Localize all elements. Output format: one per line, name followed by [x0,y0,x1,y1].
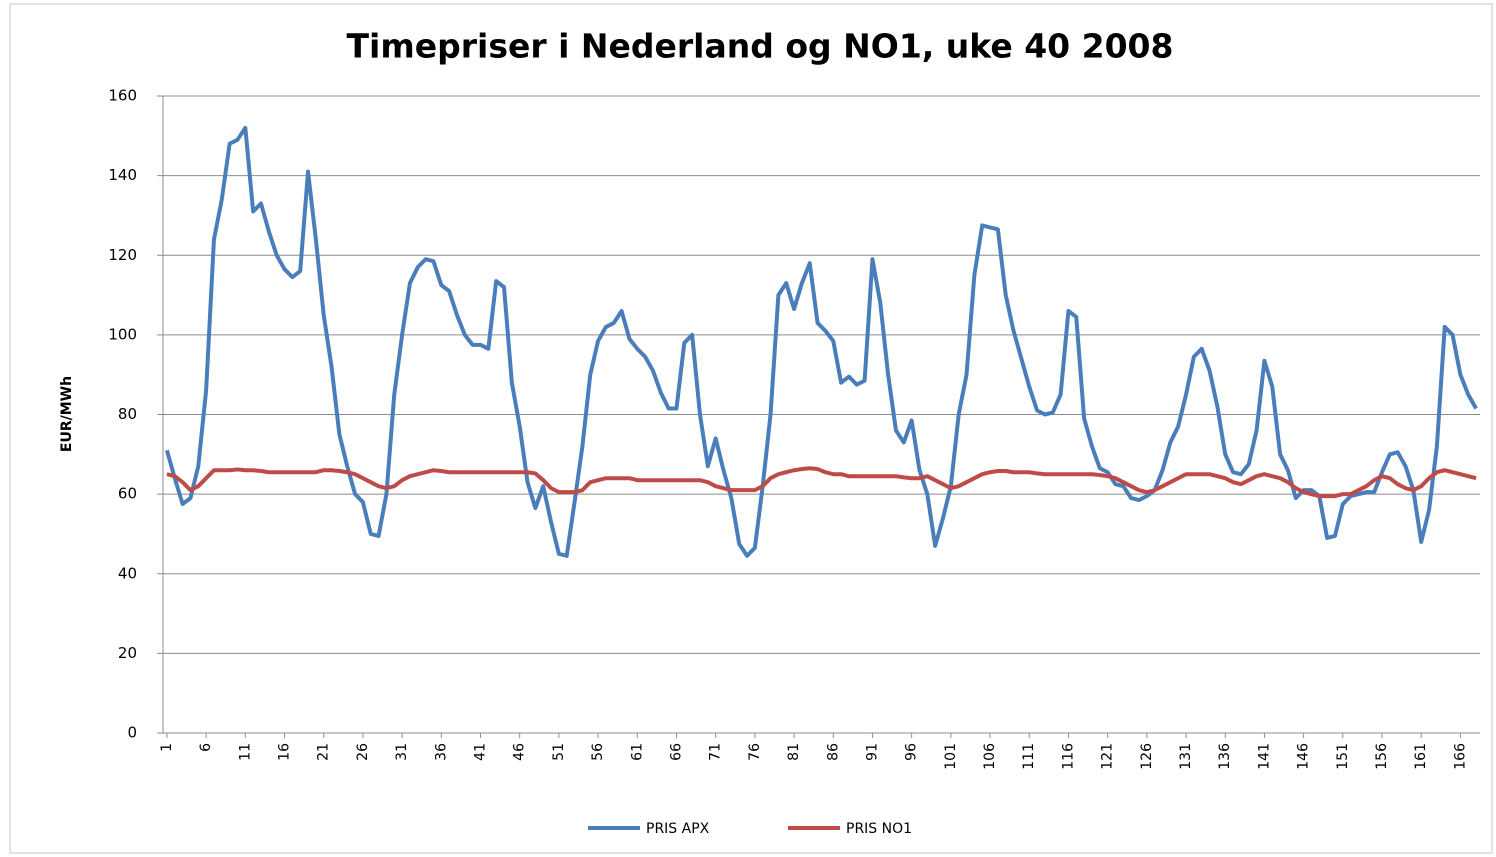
y-tick-label: 40 [118,564,137,582]
series-line [166,466,1477,499]
x-tick-label: 116 [1060,743,1076,770]
y-tick-label: 0 [127,724,137,742]
x-tick-label: 1 [159,743,175,752]
x-tick-label: 61 [629,743,645,761]
chart-border [9,3,1493,854]
x-tick-label: 66 [668,743,684,761]
x-tick-label: 91 [864,743,880,761]
y-tick-label: 160 [108,87,137,105]
x-tick-label: 121 [1100,743,1116,770]
x-tick-label: 36 [433,743,449,761]
x-tick-label: 41 [472,743,488,761]
x-tick-label: 126 [1139,743,1155,770]
y-tick-label: 20 [118,644,137,662]
x-tick-label: 16 [277,743,293,761]
y-tick-label: 100 [108,325,137,343]
x-tick-label: 26 [355,743,371,761]
chart-title: Timepriser i Nederland og NO1, uke 40 20… [347,27,1174,66]
y-tick-label: 60 [118,485,137,503]
series-line [164,125,1478,558]
x-tick-label: 136 [1217,743,1233,770]
x-tick-label: 46 [512,743,528,761]
x-tick-label: 56 [590,743,606,761]
x-tick-label: 31 [394,743,410,761]
x-tick-label: 166 [1452,743,1468,770]
legend-label: PRIS APX [646,821,710,837]
x-tick-label: 21 [316,743,332,761]
x-tick-label: 141 [1256,743,1272,770]
x-tick-label: 161 [1413,743,1429,770]
x-tick-label: 131 [1178,743,1194,770]
x-tick-label: 71 [708,743,724,761]
x-tick-label: 6 [198,743,214,752]
y-tick-label: 120 [108,246,137,264]
legend-label: PRIS NO1 [846,821,912,837]
y-tick-label: 140 [108,166,137,184]
x-tick-label: 96 [904,743,920,761]
x-tick-label: 156 [1374,743,1390,770]
y-tick-label: 80 [118,405,137,423]
x-tick-label: 146 [1296,743,1312,770]
x-tick-label: 76 [747,743,763,761]
x-tick-label: 151 [1335,743,1351,770]
x-tick-label: 51 [551,743,567,761]
x-tick-label: 111 [1021,743,1037,770]
x-tick-label: 86 [825,743,841,761]
x-tick-label: 81 [786,743,802,761]
y-axis-label: EUR/MWh [59,376,75,452]
x-tick-label: 101 [943,743,959,770]
x-tick-label: 106 [982,743,998,770]
x-tick-label: 11 [237,743,253,761]
